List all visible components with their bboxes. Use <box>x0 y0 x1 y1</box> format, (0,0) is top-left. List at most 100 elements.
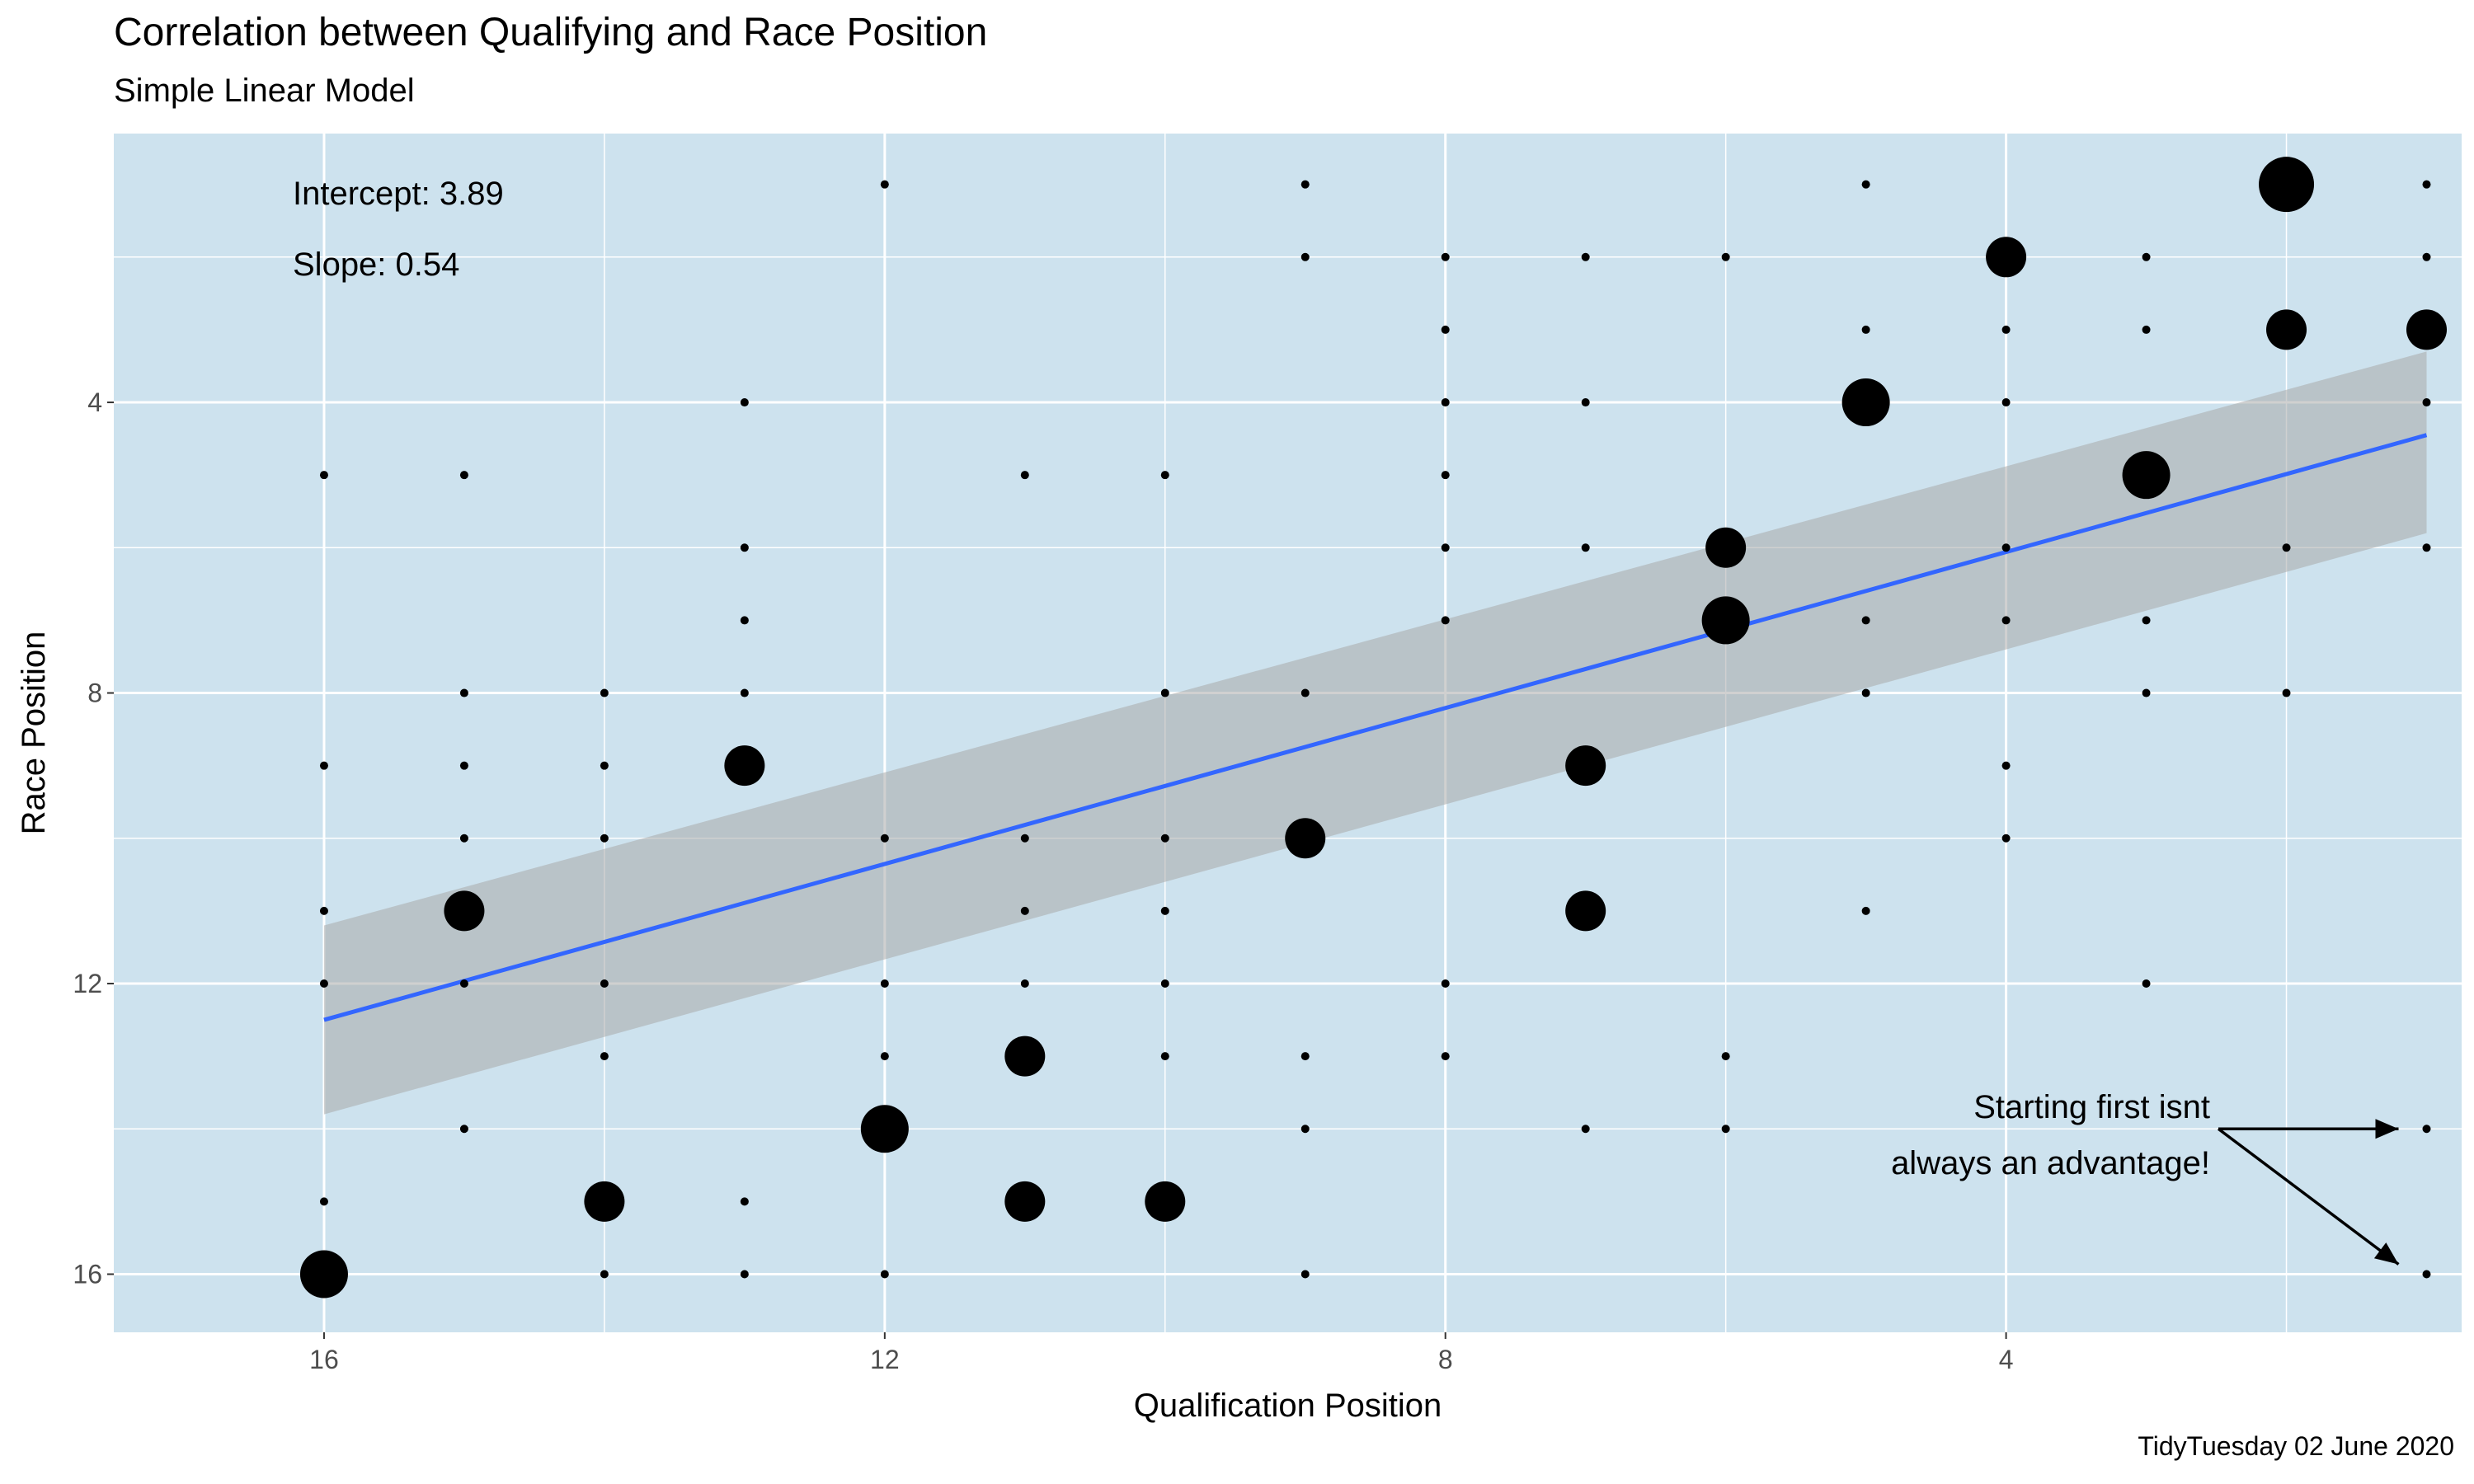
data-point <box>600 1270 609 1279</box>
data-point <box>1300 180 1310 189</box>
data-point <box>319 1197 328 1206</box>
data-point <box>1300 1270 1310 1279</box>
data-point <box>1861 180 1870 189</box>
x-tick-label: 4 <box>1999 1345 2014 1374</box>
data-point <box>880 1052 889 1061</box>
data-point <box>1160 688 1169 697</box>
note-annotation-line2: always an advantage! <box>1891 1145 2210 1181</box>
data-point <box>1300 688 1310 697</box>
slope-annotation: Slope: 0.54 <box>293 247 459 283</box>
data-point <box>600 979 609 989</box>
data-point <box>2001 398 2011 407</box>
data-point <box>1441 616 1450 625</box>
data-point <box>2001 616 2011 625</box>
data-point <box>724 745 765 787</box>
data-point <box>1020 906 1029 915</box>
data-point <box>1441 1052 1450 1061</box>
data-point <box>2282 688 2291 697</box>
data-point <box>600 761 609 770</box>
data-point <box>740 688 749 697</box>
data-point <box>1160 1052 1169 1061</box>
data-point <box>1441 471 1450 480</box>
annotation-arrows <box>2217 1119 2400 1266</box>
data-point <box>2001 761 2011 770</box>
data-point <box>1160 979 1169 989</box>
data-point <box>584 1181 625 1222</box>
x-axis-title: Qualification Position <box>1134 1388 1442 1424</box>
data-points <box>299 157 2448 1298</box>
arrow-head <box>2373 1242 2399 1265</box>
x-tick-label: 8 <box>1438 1345 1453 1374</box>
data-point <box>2422 543 2431 552</box>
data-point <box>740 543 749 552</box>
data-point <box>1705 527 1747 568</box>
data-point <box>880 834 889 843</box>
y-axis-ticks: 4 8 12 16 <box>73 387 114 1289</box>
data-point <box>1581 543 1590 552</box>
data-point <box>1721 252 1730 261</box>
data-point <box>1441 398 1450 407</box>
y-tick-label: 12 <box>73 969 102 998</box>
data-point <box>1020 834 1029 843</box>
y-tick-label: 8 <box>87 679 102 708</box>
data-point <box>2282 543 2291 552</box>
data-point <box>319 471 328 480</box>
data-point <box>600 834 609 843</box>
data-point <box>459 1125 468 1134</box>
data-point <box>1701 596 1750 645</box>
data-point <box>299 1250 348 1298</box>
data-point <box>740 1270 749 1279</box>
data-point <box>459 761 468 770</box>
data-point <box>1160 906 1169 915</box>
data-point <box>600 1052 609 1061</box>
data-point <box>880 1270 889 1279</box>
data-point <box>740 616 749 625</box>
data-point <box>319 761 328 770</box>
data-point <box>459 471 468 480</box>
data-point <box>459 834 468 843</box>
data-point <box>459 688 468 697</box>
data-point <box>444 890 485 932</box>
data-point <box>2142 616 2151 625</box>
data-point <box>1441 252 1450 261</box>
data-point <box>459 979 468 989</box>
data-point <box>1285 818 1326 859</box>
data-point <box>2266 309 2307 350</box>
arrow-head <box>2375 1119 2399 1139</box>
data-point <box>1861 906 1870 915</box>
y-axis-title: Race Position <box>16 632 52 835</box>
data-point <box>2422 180 2431 189</box>
regression-line <box>323 433 2428 1022</box>
data-point <box>1441 979 1450 989</box>
data-point <box>2001 325 2011 334</box>
data-point <box>1020 979 1029 989</box>
data-point <box>2422 398 2431 407</box>
chart-caption: TidyTuesday 02 June 2020 <box>2138 1431 2454 1461</box>
data-point <box>2001 543 2011 552</box>
intercept-annotation: Intercept: 3.89 <box>293 176 504 212</box>
arrow-shaft <box>2217 1127 2400 1266</box>
data-point <box>2406 309 2448 350</box>
data-point <box>860 1105 909 1153</box>
data-point <box>1004 1181 1046 1222</box>
y-tick-label: 4 <box>87 387 102 417</box>
data-point <box>1300 1052 1310 1061</box>
data-point <box>740 398 749 407</box>
data-point <box>1861 688 1870 697</box>
data-point <box>319 906 328 915</box>
chart-title: Correlation between Qualifying and Race … <box>114 11 988 54</box>
data-point <box>1581 252 1590 261</box>
chart-subtitle: Simple Linear Model <box>114 73 415 109</box>
data-point <box>1160 834 1169 843</box>
data-point <box>1004 1036 1046 1077</box>
x-tick-label: 16 <box>309 1345 339 1374</box>
x-tick-label: 12 <box>870 1345 900 1374</box>
data-point <box>2001 834 2011 843</box>
data-point <box>2142 688 2151 697</box>
data-point <box>1300 252 1310 261</box>
data-point <box>2142 979 2151 989</box>
data-point <box>2422 1270 2431 1279</box>
data-point <box>1565 890 1606 932</box>
data-point <box>1300 1125 1310 1134</box>
